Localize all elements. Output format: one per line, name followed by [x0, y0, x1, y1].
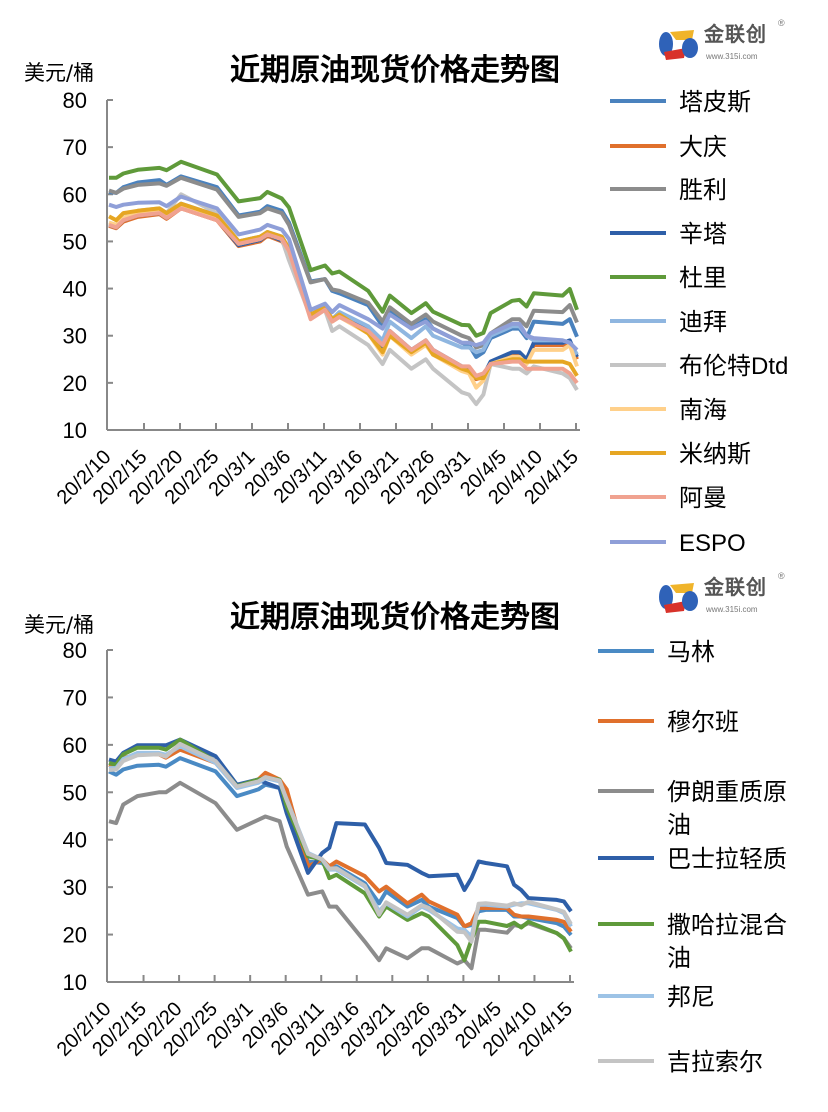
legend-swatch: [610, 363, 666, 367]
series-line-4: [109, 159, 579, 338]
series-line-6: [108, 192, 579, 407]
y-tick-label: 20: [63, 923, 87, 948]
brand-logo-mark-icon: [659, 30, 698, 60]
legend-swatch: [610, 144, 666, 148]
brand-logo-url: www.315i.com: [706, 52, 758, 61]
y-tick-label: 20: [63, 371, 87, 396]
y-axis-label: 美元/桶: [24, 613, 94, 637]
brand-logo: 金联创 www.315i.com ®: [654, 18, 794, 66]
series-line-10: [108, 194, 579, 352]
legend-swatch: [610, 407, 666, 411]
legend-item: 胜利: [610, 174, 819, 207]
brand-logo-mark-icon: [659, 583, 698, 613]
legend-swatch: [610, 275, 666, 279]
series-line-9: [108, 206, 579, 385]
series-line-1: [108, 747, 573, 933]
legend-item: 塔皮斯: [610, 86, 819, 119]
legend-item: 布伦特Dtd: [610, 350, 819, 383]
legend-label: 伊朗重质原油: [667, 779, 787, 839]
legend-label: 巴士拉轻质: [667, 846, 787, 873]
legend-label: 邦尼: [667, 984, 715, 1011]
brand-logo-reg: ®: [778, 571, 785, 581]
chart-title: 近期原油现货价格走势图: [230, 53, 560, 88]
series-line-6: [108, 741, 573, 944]
y-tick-label: 10: [63, 418, 87, 443]
legend-swatch: [598, 856, 654, 860]
series-line-3: [108, 737, 573, 913]
legend-label: ESPO: [679, 530, 746, 557]
legend-label: 撒哈拉混合油: [667, 912, 787, 972]
y-tick-label: 30: [63, 875, 87, 900]
y-tick-label: 50: [63, 229, 87, 254]
y-tick-label: 30: [63, 324, 87, 349]
legend-label: 穆尔班: [667, 709, 739, 736]
chart-title: 近期原油现货价格走势图: [230, 600, 560, 635]
y-tick-label: 70: [63, 135, 87, 160]
series-line-4: [108, 737, 573, 963]
legend-label: 辛塔: [679, 221, 727, 248]
brand-logo-text: 金联创: [704, 24, 767, 46]
legend-swatch: [610, 540, 666, 544]
brand-logo-2: 金联创 www.315i.com ®: [654, 571, 794, 619]
legend-swatch: [598, 719, 654, 723]
legend-swatch: [610, 495, 666, 499]
legend-swatch: [610, 451, 666, 455]
legend-label: 胜利: [679, 177, 727, 204]
y-tick-label: 10: [63, 970, 87, 995]
legend-label: 南海: [679, 397, 727, 424]
y-axis-label: 美元/桶: [24, 61, 94, 85]
series-line-2: [108, 780, 573, 971]
legend-item: ESPO: [610, 527, 819, 560]
legend-item: 撒哈拉混合油: [598, 909, 795, 975]
legend-item: 伊朗重质原油: [598, 776, 795, 842]
legend-item: 巴士拉轻质: [598, 843, 795, 876]
legend-item: 阿曼: [610, 482, 819, 515]
legend-item: 米纳斯: [610, 438, 819, 471]
y-tick-label: 80: [63, 638, 87, 663]
legend-swatch: [598, 922, 654, 926]
legend-item: 杜里: [610, 262, 819, 295]
legend-item: 马林: [598, 636, 795, 669]
y-tick-label: 40: [63, 828, 87, 853]
y-tick-label: 70: [63, 685, 87, 710]
legend-item: 邦尼: [598, 981, 795, 1014]
legend-label: 迪拜: [679, 309, 727, 336]
legend-item: 大庆: [610, 131, 819, 164]
legend-label: 大庆: [679, 134, 727, 161]
legend-swatch: [610, 231, 666, 235]
legend-label: 塔皮斯: [679, 89, 751, 116]
y-tick-label: 80: [63, 88, 87, 113]
legend-label: 米纳斯: [679, 441, 751, 468]
y-tick-label: 60: [63, 182, 87, 207]
series-line-2: [108, 175, 579, 350]
legend-item: 吉拉索尔: [598, 1046, 795, 1079]
brand-logo-reg: ®: [778, 18, 785, 28]
legend-label: 布伦特Dtd: [679, 353, 789, 380]
chart-1: 近期原油现货价格走势图美元/桶102030405060708020/2/1020…: [24, 600, 577, 1061]
legend-swatch: [610, 99, 666, 103]
brand-logo-url: www.315i.com: [706, 605, 758, 614]
legend-label: 马林: [667, 639, 715, 666]
legend-label: 吉拉索尔: [667, 1049, 763, 1076]
y-tick-label: 60: [63, 733, 87, 758]
y-tick-label: 50: [63, 780, 87, 805]
legend-swatch: [598, 994, 654, 998]
y-tick-label: 40: [63, 277, 87, 302]
chart-0: 近期原油现货价格走势图美元/桶102030405060708020/2/1020…: [24, 53, 583, 509]
legend-label: 杜里: [679, 265, 727, 292]
legend-item: 迪拜: [610, 306, 819, 339]
brand-logo-text: 金联创: [704, 577, 767, 599]
legend-swatch: [598, 789, 654, 793]
legend-item: 穆尔班: [598, 706, 795, 739]
legend-swatch: [598, 1059, 654, 1063]
legend-swatch: [610, 187, 666, 191]
legend-label: 阿曼: [679, 485, 727, 512]
legend-swatch: [610, 319, 666, 323]
legend-swatch: [598, 649, 654, 653]
legend-item: 南海: [610, 394, 819, 427]
legend-item: 辛塔: [610, 218, 819, 251]
